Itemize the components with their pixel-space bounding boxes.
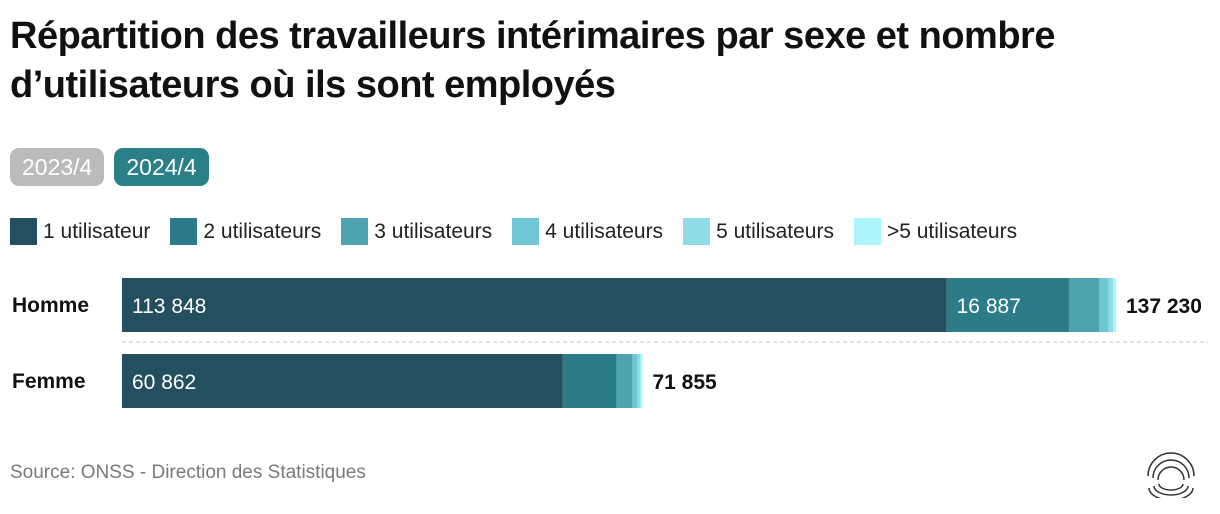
stacked-bar-chart: Homme 113 848 16 887 137 230 Femme 60 862 71 8… — [12, 278, 1208, 408]
bar-segment — [1099, 278, 1109, 332]
legend-item: 3 utilisateurs — [341, 218, 492, 245]
data-label: 16 887 — [957, 295, 1021, 318]
legend-label: 1 utilisateur — [43, 219, 151, 243]
legend-item: 2 utilisateurs — [170, 218, 321, 245]
bar-segment — [122, 278, 947, 332]
bar-segment — [616, 354, 633, 408]
total-label: 71 855 — [652, 371, 717, 394]
bar-segment — [946, 278, 1069, 332]
bar-segment — [632, 354, 638, 408]
legend-swatch — [170, 218, 198, 245]
bar-segment — [1068, 278, 1100, 332]
legend-item: >5 utilisateurs — [853, 218, 1018, 245]
period-tabs: 2023/4 2024/4 — [10, 148, 209, 186]
legend-label: 2 utilisateurs — [203, 219, 322, 243]
bar-segment — [637, 354, 641, 408]
total-label: 137 230 — [1126, 295, 1202, 318]
bar-segment — [562, 354, 617, 408]
data-label: 113 848 — [132, 295, 206, 318]
legend-swatch — [683, 218, 711, 245]
chart-legend: 1 utilisateur 2 utilisateurs 3 utilisateur… — [10, 218, 1037, 245]
source-note: Source: ONSS - Direction des Statistique… — [10, 462, 366, 483]
category-label: Homme — [12, 294, 89, 317]
legend-item: 1 utilisateur — [10, 218, 150, 245]
bar-segment — [640, 354, 643, 408]
legend-label: 5 utilisateurs — [716, 219, 834, 243]
bar-segment — [122, 354, 563, 408]
legend-swatch — [10, 218, 37, 245]
category-label: Femme — [12, 370, 86, 393]
tab-2024-4[interactable]: 2024/4 — [114, 148, 209, 186]
legend-item: 4 utilisateurs — [512, 218, 663, 245]
legend-swatch — [853, 218, 881, 245]
bar-segment — [1113, 278, 1116, 332]
legend-label: >5 utilisateurs — [886, 219, 1018, 243]
legend-label: 3 utilisateurs — [374, 219, 493, 243]
legend-swatch — [512, 218, 540, 245]
bar-segment — [1108, 278, 1114, 332]
data-label: 60 862 — [132, 371, 196, 394]
chart-title: Répartition des travailleurs intérimaire… — [10, 15, 1055, 106]
concentric-arcs-logo-icon — [1147, 452, 1195, 498]
tab-2023-4[interactable]: 2023/4 — [10, 148, 105, 186]
legend-item: 5 utilisateurs — [683, 218, 834, 245]
legend-swatch — [341, 218, 369, 245]
legend-label: 4 utilisateurs — [545, 219, 664, 243]
